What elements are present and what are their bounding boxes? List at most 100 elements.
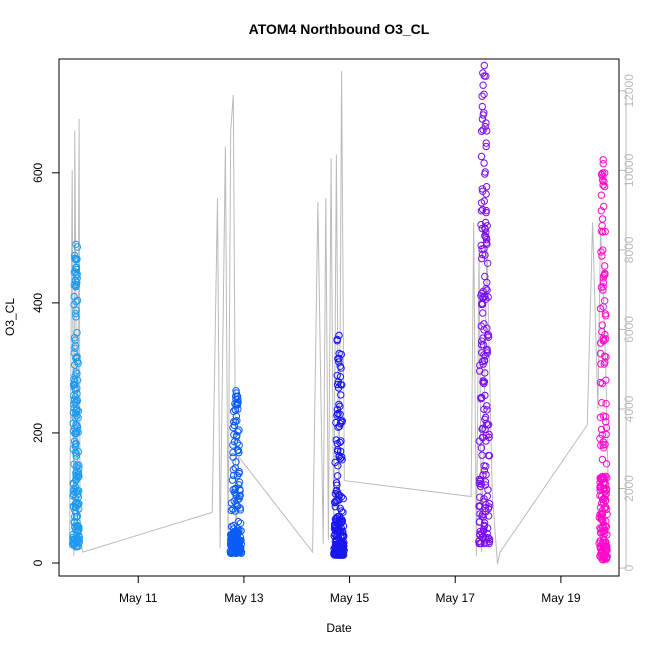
data-point (72, 353, 81, 362)
data-point (598, 399, 606, 407)
data-point (72, 543, 80, 551)
data-point (484, 259, 492, 267)
data-point (602, 480, 610, 489)
data-point (480, 109, 488, 117)
series-3 (330, 331, 348, 559)
data-point (72, 265, 81, 274)
data-point (479, 378, 487, 386)
data-point (75, 525, 83, 534)
y2-tick-label: 8000 (622, 236, 636, 263)
data-point (476, 493, 484, 501)
data-point (228, 523, 236, 531)
y-tick-label: 400 (31, 293, 45, 313)
data-point (481, 272, 489, 281)
data-point (235, 481, 243, 489)
data-point (71, 342, 80, 350)
data-point (331, 503, 339, 511)
data-point (482, 142, 490, 151)
data-point (337, 380, 345, 389)
data-point (339, 522, 348, 530)
data-point (482, 285, 490, 293)
data-point (478, 341, 486, 349)
data-point (597, 360, 605, 368)
data-point (479, 360, 487, 368)
data-point (597, 248, 605, 256)
data-point (336, 454, 344, 463)
data-point (229, 505, 237, 513)
data-point (332, 535, 341, 544)
data-point (334, 489, 342, 497)
data-point (234, 446, 242, 454)
data-point (598, 379, 606, 388)
data-point (71, 526, 80, 534)
data-point (598, 252, 606, 260)
data-point (477, 322, 485, 330)
data-point (73, 255, 81, 264)
data-point (236, 547, 244, 555)
data-point (601, 262, 609, 270)
x-tick-label: May 15 (330, 591, 370, 605)
secondary-series-line (69, 70, 609, 565)
data-point (479, 334, 487, 342)
data-point (598, 455, 607, 464)
data-point (74, 414, 82, 422)
data-point (332, 479, 341, 487)
data-point (482, 419, 491, 427)
data-point (599, 283, 607, 291)
chart-title: ATOM4 Northbound O3_CL (249, 21, 430, 37)
data-point (483, 349, 491, 357)
data-point (71, 254, 79, 262)
data-point (69, 408, 78, 417)
data-point (232, 392, 240, 400)
data-point (478, 512, 486, 520)
data-point (230, 431, 238, 439)
data-point (475, 518, 484, 526)
data-point (478, 92, 486, 100)
data-point (477, 127, 486, 135)
data-point (331, 498, 339, 506)
data-point (480, 90, 488, 99)
data-point (73, 472, 81, 481)
data-point (601, 182, 609, 191)
data-point (227, 506, 236, 515)
data-point (480, 61, 488, 70)
data-point (232, 395, 240, 403)
data-point (70, 300, 78, 309)
data-point (479, 309, 487, 317)
data-point (232, 458, 240, 466)
data-point (72, 313, 80, 321)
data-point (476, 482, 485, 491)
data-point (337, 391, 345, 399)
data-point (71, 439, 80, 448)
data-point (598, 222, 606, 230)
data-point (602, 413, 610, 421)
data-point (231, 418, 240, 426)
data-point (603, 510, 611, 518)
data-point (331, 530, 339, 539)
data-point (482, 119, 490, 127)
data-point (235, 426, 243, 434)
data-point (481, 413, 490, 422)
data-point (232, 490, 240, 498)
data-point (599, 484, 608, 493)
data-point (478, 451, 486, 459)
data-point (596, 413, 605, 421)
data-point (600, 177, 608, 186)
x-tick-label: May 13 (224, 591, 264, 605)
data-point (477, 199, 486, 207)
data-point (477, 152, 486, 161)
data-point (480, 244, 488, 253)
data-point (480, 467, 489, 475)
series-4 (475, 61, 494, 548)
data-point (602, 485, 611, 493)
data-point (70, 460, 78, 468)
data-point (476, 367, 484, 375)
data-point (71, 344, 79, 352)
data-point (334, 445, 342, 454)
data-point (336, 373, 345, 381)
data-point (230, 521, 238, 530)
data-point (482, 72, 490, 80)
data-point (70, 396, 79, 404)
data-point (479, 293, 487, 301)
y2-tick-label: 6000 (622, 316, 636, 343)
